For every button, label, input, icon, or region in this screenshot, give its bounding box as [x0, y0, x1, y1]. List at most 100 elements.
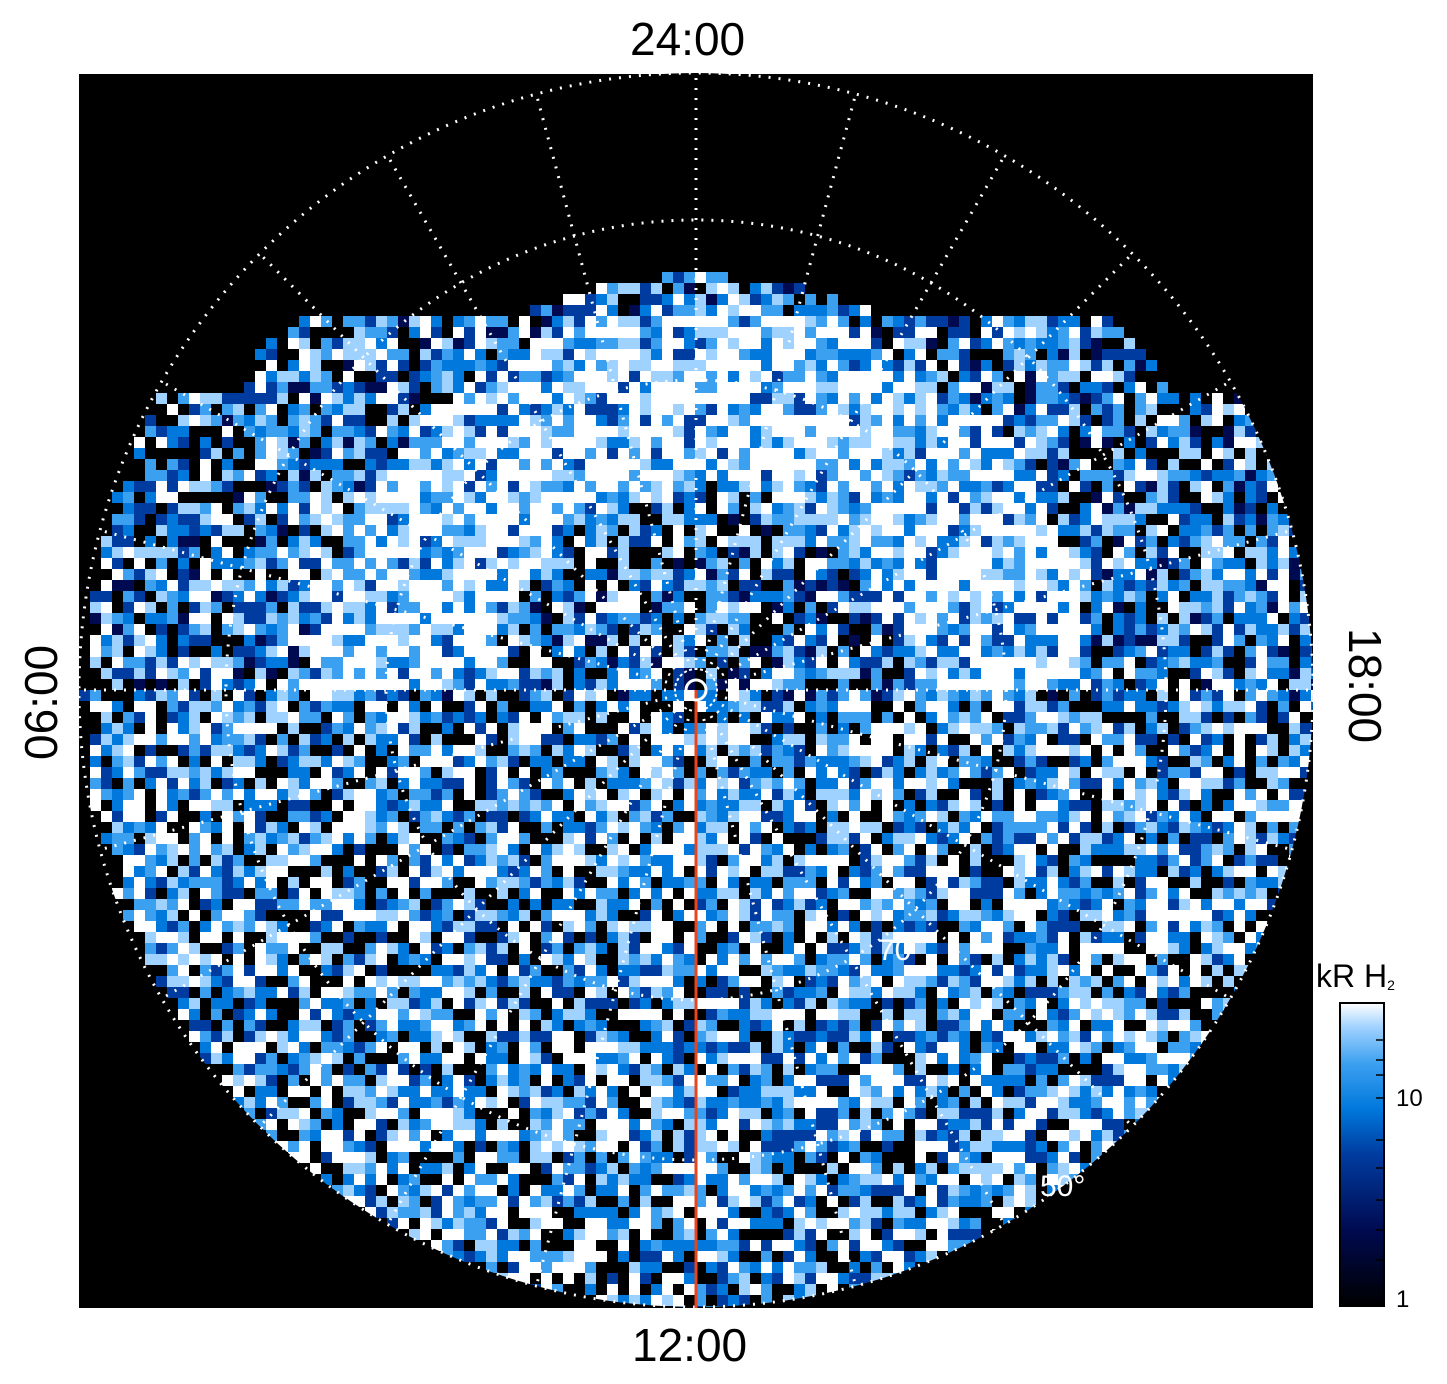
emission-pixel [552, 437, 563, 456]
emission-pixel [101, 767, 112, 778]
emission-pixel [596, 305, 607, 324]
emission-pixel [1047, 822, 1058, 833]
emission-pixel [508, 734, 519, 745]
emission-pixel [937, 657, 948, 676]
emission-pixel [838, 393, 849, 412]
emission-pixel [266, 756, 277, 767]
emission-pixel [387, 371, 398, 390]
emission-pixel [563, 646, 574, 665]
emission-pixel [288, 525, 299, 544]
emission-pixel [783, 338, 794, 357]
emission-pixel [574, 767, 585, 778]
emission-pixel [112, 800, 123, 811]
emission-pixel [904, 778, 915, 789]
emission-pixel [233, 613, 244, 632]
emission-pixel [1036, 426, 1047, 445]
emission-pixel [915, 481, 926, 500]
emission-pixel [915, 316, 926, 335]
emission-pixel [1091, 789, 1102, 800]
emission-pixel [387, 437, 398, 456]
emission-pixel [739, 778, 750, 789]
emission-pixel [1135, 800, 1146, 811]
emission-pixel [475, 712, 486, 723]
emission-pixel [277, 338, 288, 357]
emission-pixel [222, 789, 233, 800]
emission-pixel [321, 635, 332, 654]
emission-pixel [1157, 481, 1168, 500]
emission-pixel [464, 470, 475, 489]
emission-pixel [706, 448, 717, 467]
emission-pixel [827, 569, 838, 588]
emission-pixel [464, 338, 475, 357]
emission-pixel [728, 701, 739, 712]
emission-pixel [222, 734, 233, 745]
emission-pixel [1135, 503, 1146, 522]
emission-pixel [365, 349, 376, 368]
emission-pixel [1036, 657, 1047, 676]
emission-pixel [1091, 767, 1102, 778]
emission-pixel [706, 591, 717, 610]
emission-pixel [805, 426, 816, 445]
emission-pixel [1245, 701, 1256, 712]
emission-pixel [992, 525, 1003, 544]
emission-pixel [783, 767, 794, 778]
emission-pixel [1278, 822, 1289, 833]
emission-pixel [1256, 789, 1267, 800]
emission-pixel [838, 613, 849, 632]
emission-pixel [1102, 492, 1113, 511]
emission-pixel [266, 426, 277, 445]
emission-pixel [772, 514, 783, 533]
emission-pixel [893, 635, 904, 654]
emission-pixel [772, 338, 783, 357]
emission-pixel [519, 481, 530, 500]
emission-pixel [1223, 723, 1234, 734]
emission-pixel [563, 492, 574, 511]
emission-pixel [893, 701, 904, 712]
emission-pixel [1036, 668, 1047, 687]
emission-pixel [354, 712, 365, 723]
emission-pixel [684, 558, 695, 577]
emission-pixel [1135, 371, 1146, 390]
emission-pixel [761, 778, 772, 789]
emission-pixel [310, 481, 321, 500]
emission-pixel [1135, 569, 1146, 588]
emission-pixel [959, 459, 970, 478]
emission-pixel [145, 569, 156, 588]
emission-pixel [222, 393, 233, 412]
emission-pixel [816, 525, 827, 544]
emission-pixel [332, 470, 343, 489]
emission-pixel [1025, 316, 1036, 335]
emission-pixel [321, 789, 332, 800]
emission-pixel [585, 404, 596, 423]
emission-pixel [585, 481, 596, 500]
emission-pixel [816, 448, 827, 467]
emission-pixel [1190, 734, 1201, 745]
emission-pixel [926, 558, 937, 577]
emission-pixel [277, 734, 288, 745]
emission-pixel [937, 327, 948, 346]
emission-pixel [1135, 778, 1146, 789]
emission-pixel [1190, 635, 1201, 654]
emission-pixel [860, 723, 871, 734]
emission-pixel [277, 646, 288, 665]
emission-pixel [1036, 613, 1047, 632]
emission-pixel [409, 602, 420, 621]
emission-pixel [387, 822, 398, 833]
emission-pixel [365, 767, 376, 778]
emission-pixel [706, 470, 717, 489]
emission-pixel [1278, 756, 1289, 767]
emission-pixel [1223, 536, 1234, 555]
emission-pixel [640, 712, 651, 723]
emission-pixel [244, 756, 255, 767]
emission-pixel [1025, 646, 1036, 665]
emission-pixel [1267, 514, 1278, 533]
emission-pixel [1047, 382, 1058, 401]
emission-pixel [431, 327, 442, 346]
emission-pixel [574, 712, 585, 723]
emission-pixel [178, 558, 189, 577]
emission-pixel [1190, 481, 1201, 500]
emission-pixel [1267, 734, 1278, 745]
emission-pixel [970, 800, 981, 811]
emission-pixel [739, 426, 750, 445]
emission-pixel [1146, 811, 1157, 822]
